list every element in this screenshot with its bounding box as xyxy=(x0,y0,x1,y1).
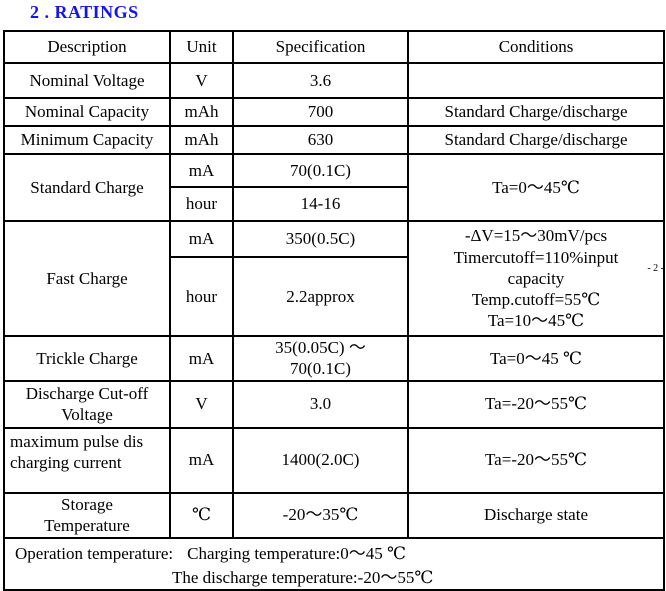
nominal-voltage-unit: V xyxy=(169,62,234,99)
max-pulse-desc: maximum pulse dis charging current xyxy=(3,426,171,494)
row-standard-charge-hour: hour 14-16 xyxy=(4,186,664,222)
discharge-cutoff-cond: Ta=-20～55℃ xyxy=(407,379,665,429)
standard-charge-ma-unit: mA xyxy=(169,153,234,188)
row-operation-temp: Operation temperature: Charging temperatu… xyxy=(3,536,665,591)
fast-charge-cond: -ΔV=15～30mV/pcs Timercutoff=110%input ca… xyxy=(407,220,665,337)
operation-discharging-text: The discharge temperature:-20～55℃ xyxy=(172,567,434,587)
nominal-capacity-desc: Nominal Capacity xyxy=(3,97,171,127)
standard-charge-hour-spec: 14-16 xyxy=(232,186,409,222)
row-minimum-capacity: Minimum Capacity mAh 630 Standard Charge… xyxy=(3,125,665,155)
row-trickle-charge: Trickle Charge mA 35(0.05C) ～ 70(0.1C) T… xyxy=(3,335,665,382)
fast-charge-hour-spec: 2.2approx xyxy=(232,256,409,337)
nominal-capacity-spec: 700 xyxy=(232,97,409,127)
nominal-voltage-spec: 3.6 xyxy=(232,62,409,99)
fast-charge-desc: Fast Charge xyxy=(3,220,171,337)
storage-temp-unit: ℃ xyxy=(169,491,234,539)
standard-charge-cond: Ta=0～45℃ xyxy=(407,153,665,222)
nominal-capacity-unit: mAh xyxy=(169,97,234,127)
header-specification: Specification xyxy=(232,30,409,64)
standard-charge-hour-unit: hour xyxy=(169,186,234,222)
row-fast-charge-hour: hour 2.2approx xyxy=(4,256,664,337)
nominal-voltage-desc: Nominal Voltage xyxy=(3,62,171,99)
fast-charge-ma-spec: 350(0.5C) xyxy=(232,220,409,258)
fast-charge-ma-unit: mA xyxy=(169,220,234,258)
trickle-charge-desc: Trickle Charge xyxy=(3,335,171,382)
max-pulse-cond: Ta=-20～55℃ xyxy=(407,426,665,494)
header-conditions: Conditions xyxy=(407,30,665,64)
discharge-cutoff-unit: V xyxy=(169,379,234,429)
row-nominal-voltage: Nominal Voltage V 3.6 xyxy=(3,62,665,99)
row-storage-temp: Storage Temperature ℃ -20～35℃ Discharge … xyxy=(3,491,665,539)
header-unit: Unit xyxy=(169,30,234,64)
row-nominal-capacity: Nominal Capacity mAh 700 Standard Charge… xyxy=(3,97,665,127)
operation-temp-line1: Operation temperature: Charging temperatu… xyxy=(15,543,662,564)
trickle-charge-cond: Ta=0～45 ℃ xyxy=(407,335,665,382)
ratings-table: Description Unit Specification Condition… xyxy=(3,30,665,591)
row-fast-charge-ma: Fast Charge mA 350(0.5C) -ΔV=15～30mV/pcs… xyxy=(3,220,665,337)
trickle-charge-spec: 35(0.05C) ～ 70(0.1C) xyxy=(232,335,409,382)
discharge-cutoff-desc: Discharge Cut-off Voltage xyxy=(3,379,171,429)
row-standard-charge-ma: Standard Charge mA 70(0.1C) Ta=0～45℃ xyxy=(3,153,665,222)
row-max-pulse: maximum pulse dis charging current mA 14… xyxy=(3,426,665,494)
storage-temp-spec: -20～35℃ xyxy=(232,491,409,539)
operation-charging-text: Charging temperature:0～45 ℃ xyxy=(187,543,406,563)
minimum-capacity-cond: Standard Charge/discharge xyxy=(407,125,665,155)
fast-charge-hour-unit: hour xyxy=(169,256,234,337)
discharge-cutoff-spec: 3.0 xyxy=(232,379,409,429)
nominal-capacity-cond: Standard Charge/discharge xyxy=(407,97,665,127)
minimum-capacity-desc: Minimum Capacity xyxy=(3,125,171,155)
standard-charge-desc: Standard Charge xyxy=(3,153,171,222)
max-pulse-spec: 1400(2.0C) xyxy=(232,426,409,494)
standard-charge-ma-spec: 70(0.1C) xyxy=(232,153,409,188)
trickle-charge-unit: mA xyxy=(169,335,234,382)
page-title: 2 . RATINGS xyxy=(30,2,139,22)
row-discharge-cutoff: Discharge Cut-off Voltage V 3.0 Ta=-20～5… xyxy=(3,379,665,429)
minimum-capacity-spec: 630 xyxy=(232,125,409,155)
storage-temp-cond: Discharge state xyxy=(407,491,665,539)
max-pulse-unit: mA xyxy=(169,426,234,494)
header-description: Description xyxy=(3,30,171,64)
operation-temp-cell: Operation temperature: Charging temperatu… xyxy=(3,536,665,591)
nominal-voltage-cond xyxy=(407,62,665,99)
table-header-row: Description Unit Specification Condition… xyxy=(3,30,665,64)
minimum-capacity-unit: mAh xyxy=(169,125,234,155)
storage-temp-desc: Storage Temperature xyxy=(3,491,171,539)
operation-temp-label: Operation temperature: xyxy=(15,543,174,563)
